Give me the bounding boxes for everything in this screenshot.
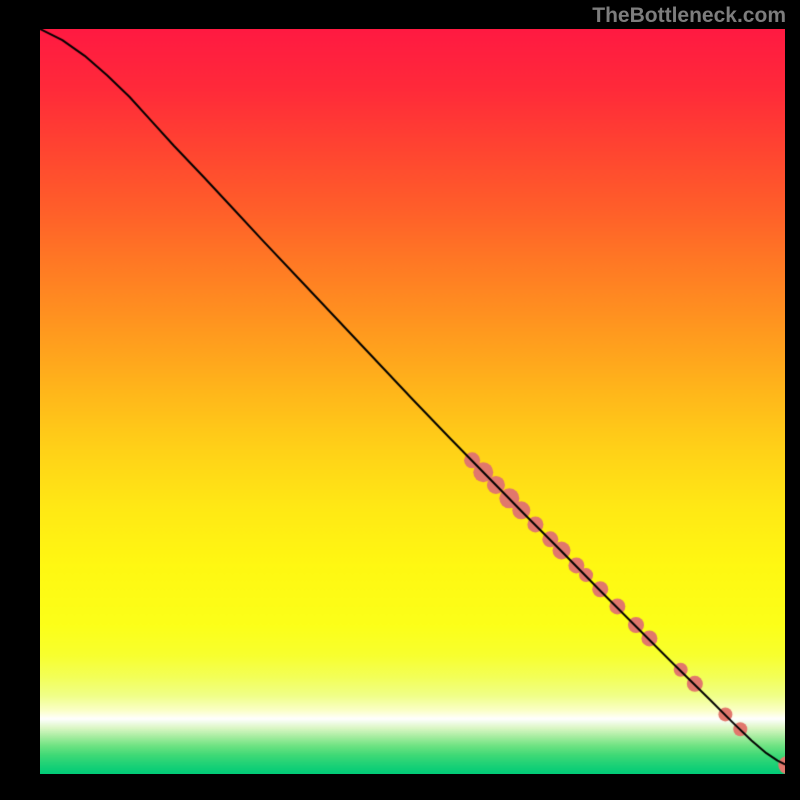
- attribution-text: TheBottleneck.com: [592, 4, 786, 28]
- chart-stage: TheBottleneck.com: [0, 0, 800, 800]
- plot-frame: [39, 28, 784, 773]
- curve-layer: [40, 29, 785, 774]
